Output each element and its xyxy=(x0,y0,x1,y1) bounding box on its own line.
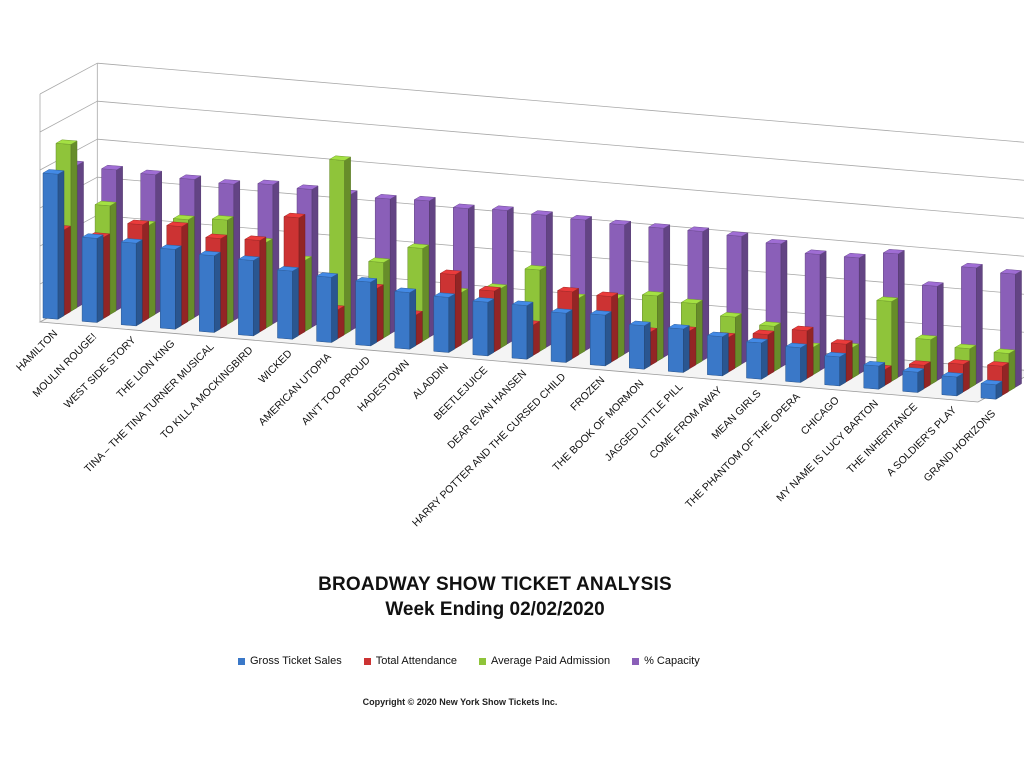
legend-item-admission: Average Paid Admission xyxy=(479,655,610,667)
category-label: AMERICAN UTOPIA xyxy=(256,351,333,428)
category-label: ALADDIN xyxy=(410,361,451,402)
bar-average-paid-admission-22 xyxy=(875,296,899,382)
copyright-text: Copyright © 2020 New York Show Tickets I… xyxy=(362,697,558,707)
category-label: THE INHERITANCE xyxy=(845,401,920,476)
gridline xyxy=(97,138,1024,219)
bar-gross-ticket-sales-6 xyxy=(237,255,261,337)
category-label: WEST SIDE STORY xyxy=(62,334,139,411)
gridline xyxy=(97,176,1024,257)
bar-gross-ticket-sales-7 xyxy=(276,266,300,340)
legend-label-gross: Gross Ticket Sales xyxy=(250,655,342,667)
bar-gross-ticket-sales-14 xyxy=(550,308,573,363)
legend-swatch-capacity xyxy=(632,657,640,665)
legend-label-admission: Average Paid Admission xyxy=(491,655,611,667)
category-label: WICKED xyxy=(256,347,294,385)
bar-gross-ticket-sales-11 xyxy=(432,292,456,353)
bar-gross-ticket-sales-17 xyxy=(667,324,691,373)
bar-gross-ticket-sales-3 xyxy=(120,238,144,327)
bar-gross-ticket-sales-23 xyxy=(901,367,925,393)
category-label: DEAR EVAN HANSEN xyxy=(445,368,529,452)
bar-gross-ticket-sales-18 xyxy=(706,331,730,377)
category-label: JAGGED LITTLE PILL xyxy=(603,381,686,464)
legend-label-capacity: % Capacity xyxy=(644,655,700,667)
legend-label-attendance: Total Attendance xyxy=(375,655,458,667)
bar-gross-ticket-sales-2 xyxy=(81,233,104,323)
gridline xyxy=(97,214,1024,295)
category-label: COME FROM AWAY xyxy=(647,384,724,461)
legend-swatch-attendance xyxy=(363,657,371,665)
gridline xyxy=(97,62,1024,143)
category-label: HAMILTON xyxy=(14,328,60,374)
bar-gross-ticket-sales-16 xyxy=(628,320,652,370)
bar-gross-ticket-sales-22 xyxy=(862,361,886,390)
category-label: HARRY POTTER AND THE CURSED CHILD xyxy=(410,371,569,530)
gridline xyxy=(97,100,1024,181)
gridline-side xyxy=(39,62,98,95)
chart-bars xyxy=(42,139,1023,400)
gridline-side xyxy=(39,100,98,133)
legend: Gross Ticket Sales Total Attendance Aver… xyxy=(238,655,700,667)
bar-gross-ticket-sales-19 xyxy=(745,338,769,380)
category-label: FROZEN xyxy=(568,374,607,413)
bar-gross-ticket-sales-4 xyxy=(159,244,183,330)
legend-swatch-admission xyxy=(479,657,487,665)
category-label: CHICAGO xyxy=(799,394,842,437)
bar-gross-ticket-sales-24 xyxy=(941,372,964,397)
legend-item-capacity: % Capacity xyxy=(632,655,700,667)
bar-gross-ticket-sales-5 xyxy=(198,250,222,333)
chart-subtitle: Week Ending 02/02/2020 xyxy=(385,599,605,620)
bar-gross-ticket-sales-1 xyxy=(42,169,65,320)
legend-item-attendance: Total Attendance xyxy=(363,655,458,667)
bar-gross-ticket-sales-15 xyxy=(589,310,613,367)
category-label: GRAND HORIZONS xyxy=(922,408,999,485)
bar-gross-ticket-sales-21 xyxy=(823,351,847,387)
bar-gross-ticket-sales-8 xyxy=(315,272,339,343)
bar-gross-ticket-sales-12 xyxy=(472,297,495,357)
legend-swatch-gross xyxy=(238,657,245,665)
bar-gross-ticket-sales-9 xyxy=(354,277,378,347)
bar-gross-ticket-sales-25 xyxy=(980,379,1003,400)
legend-item-gross: Gross Ticket Sales xyxy=(238,655,342,667)
bar-gross-ticket-sales-13 xyxy=(511,300,534,360)
bar-gross-ticket-sales-20 xyxy=(784,342,808,383)
chart-title: BROADWAY SHOW TICKET ANALYSIS xyxy=(318,574,672,595)
bar-gross-ticket-sales-10 xyxy=(393,287,417,350)
